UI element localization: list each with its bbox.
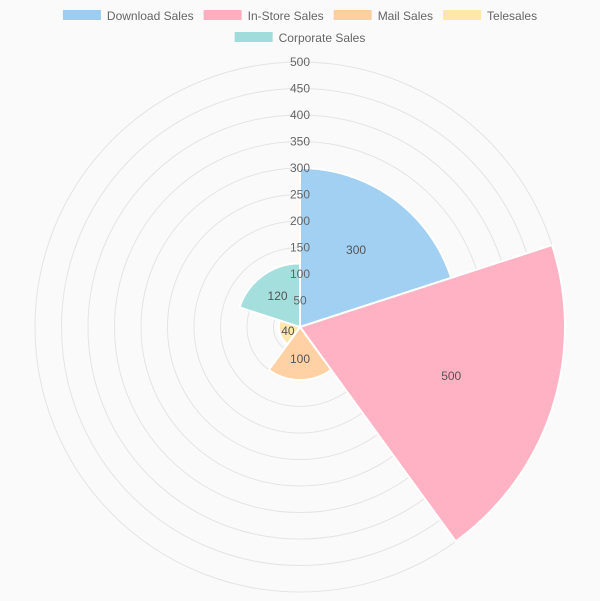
legend-swatch — [333, 10, 372, 20]
legend-label: Mail Sales — [378, 9, 433, 23]
legend-label: Telesales — [487, 9, 537, 23]
tick-label-150: 150 — [290, 241, 310, 255]
data-label-download-sales: 300 — [346, 243, 366, 257]
legend-item-mail-sales[interactable]: Mail Sales — [333, 9, 433, 23]
legend: Download Sales In-Store Sales Mail Sales Te… — [62, 9, 537, 45]
tick-label-350: 350 — [290, 135, 310, 149]
tick-label-200: 200 — [290, 214, 310, 228]
slice-corporate-sales[interactable] — [238, 262, 301, 329]
data-label-corporate-sales: 120 — [268, 289, 288, 303]
slice-in-store-sales[interactable] — [298, 243, 566, 543]
data-label-telesales: 40 — [281, 324, 295, 338]
tick-label-100: 100 — [290, 267, 310, 281]
tick-label-300: 300 — [290, 161, 310, 175]
legend-label: Download Sales — [107, 9, 194, 23]
slice-download-sales[interactable] — [299, 166, 453, 329]
slice-mail-sales[interactable] — [267, 325, 333, 381]
legend-item-download-sales[interactable]: Download Sales — [62, 9, 194, 23]
legend-item-corporate-sales[interactable]: Corporate Sales — [234, 31, 366, 45]
legend-swatch — [62, 10, 101, 20]
legend-item-telesales[interactable]: Telesales — [443, 9, 537, 23]
tick-label-400: 400 — [290, 108, 310, 122]
data-labels: 300 500 100 40 120 — [268, 243, 462, 383]
slices — [238, 166, 566, 543]
legend-label: Corporate Sales — [279, 31, 366, 45]
legend-swatch — [203, 10, 242, 20]
tick-label-250: 250 — [290, 188, 310, 202]
legend-swatch — [443, 10, 482, 20]
tick-label-500: 500 — [290, 55, 310, 69]
data-label-mail-sales: 100 — [290, 352, 310, 366]
data-label-in-store-sales: 500 — [441, 369, 461, 383]
legend-item-in-store-sales[interactable]: In-Store Sales — [203, 9, 324, 23]
radial-ticks: 50 100 150 200 250 300 350 400 450 500 — [290, 55, 310, 308]
legend-swatch — [234, 32, 273, 42]
tick-label-450: 450 — [290, 82, 310, 96]
tick-label-50: 50 — [293, 294, 307, 308]
legend-label: In-Store Sales — [248, 9, 324, 23]
